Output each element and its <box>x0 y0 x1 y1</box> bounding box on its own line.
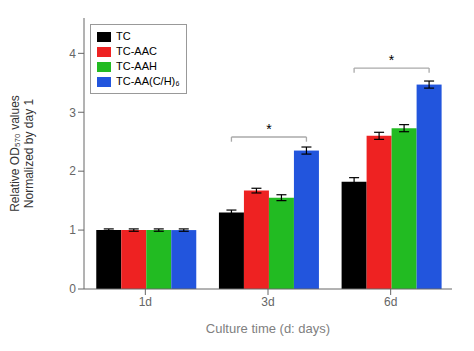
svg-text:*: * <box>389 52 395 68</box>
html-text:TC-AAH: TC-AAH <box>116 60 157 72</box>
svg-text:*: * <box>266 121 272 137</box>
svg-text:1d: 1d <box>139 295 152 309</box>
svg-text:Culture time (d: days): Culture time (d: days) <box>206 321 330 336</box>
svg-text:0: 0 <box>69 282 76 296</box>
html-text:TC: TC <box>116 30 131 42</box>
svg-text:2: 2 <box>69 164 76 178</box>
svg-text:3: 3 <box>69 106 76 120</box>
svg-text:Relative OD₅₇₀ valuesNormalize: Relative OD₅₇₀ valuesNormalized by day 1 <box>8 95 36 212</box>
html-text:TC-AA(C/H)₆: TC-AA(C/H)₆ <box>116 75 180 87</box>
html-text:TC-AAC: TC-AAC <box>116 45 157 57</box>
svg-text:3d: 3d <box>261 295 274 309</box>
svg-text:4: 4 <box>69 47 76 61</box>
svg-text:1: 1 <box>69 223 76 237</box>
svg-text:6d: 6d <box>384 295 397 309</box>
